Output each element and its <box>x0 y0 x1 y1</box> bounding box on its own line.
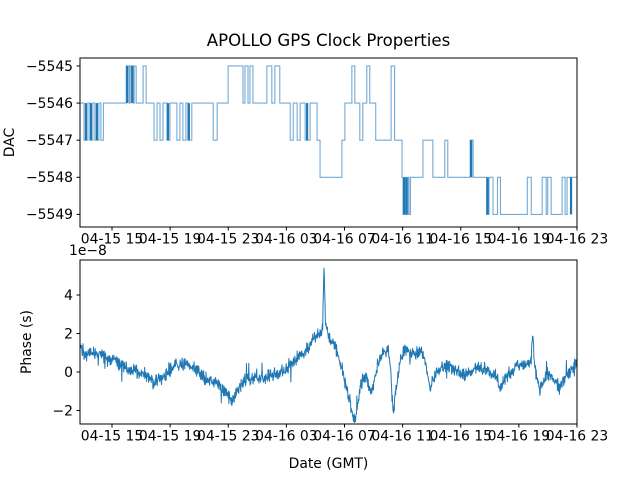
x-tick-label: 04-16 03 <box>255 232 317 248</box>
y-tick-label: 2 <box>64 326 73 342</box>
x-tick-label: 04-15 15 <box>81 232 143 248</box>
x-tick-label: 04-15 15 <box>81 429 143 445</box>
x-tick-label: 04-15 23 <box>197 232 259 248</box>
y-tick-label: −5546 <box>26 96 73 112</box>
phase-ylabel: Phase (s) <box>19 310 35 374</box>
x-tick-label: 04-15 23 <box>197 429 259 445</box>
x-tick-label: 04-15 19 <box>139 429 201 445</box>
figure-title: APOLLO GPS Clock Properties <box>206 31 451 50</box>
phase-axes-frame <box>79 259 578 425</box>
phase-line <box>79 267 578 423</box>
x-tick-label: 04-16 11 <box>371 232 433 248</box>
x-tick-label: 04-15 19 <box>139 232 201 248</box>
y-tick-label: 4 <box>64 288 73 304</box>
x-tick-label: 04-16 19 <box>488 429 550 445</box>
x-tick-label: 04-16 15 <box>430 429 492 445</box>
y-tick-label: −5547 <box>26 133 73 149</box>
x-tick-label: 04-16 15 <box>430 232 492 248</box>
dac-ylabel: DAC <box>2 128 18 157</box>
x-tick-label: 04-16 23 <box>546 232 608 248</box>
dac-step-line <box>80 65 577 215</box>
y-tick-label: 0 <box>64 365 73 381</box>
x-tick-label: 04-16 03 <box>255 429 317 445</box>
y-tick-label: −5545 <box>26 59 73 75</box>
y-offset-text: 1e−8 <box>69 243 107 259</box>
y-tick-label: −5549 <box>26 207 73 223</box>
x-tick-label: 04-16 11 <box>371 429 433 445</box>
y-tick-label: −5548 <box>26 170 73 186</box>
x-tick-label: 04-16 07 <box>313 429 375 445</box>
x-tick-label: 04-16 23 <box>546 429 608 445</box>
y-tick-label: −2 <box>53 403 73 419</box>
dac-axes-frame <box>79 57 578 228</box>
x-tick-label: 04-16 07 <box>313 232 375 248</box>
x-axis-label: Date (GMT) <box>289 456 369 472</box>
x-tick-label: 04-16 19 <box>488 232 550 248</box>
